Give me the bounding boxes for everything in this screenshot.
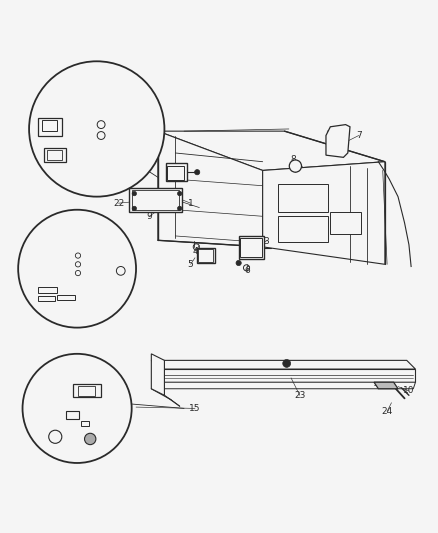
Circle shape [236, 261, 241, 265]
Bar [73, 384, 101, 398]
Circle shape [132, 206, 137, 211]
Text: 21: 21 [56, 148, 67, 157]
Circle shape [177, 206, 182, 211]
Polygon shape [153, 382, 416, 389]
Circle shape [22, 354, 132, 463]
Bar [198, 249, 213, 262]
Text: 6: 6 [244, 266, 250, 276]
Polygon shape [151, 360, 416, 369]
Bar [330, 212, 361, 234]
Bar [46, 150, 62, 159]
Bar [57, 295, 75, 300]
Bar [42, 120, 57, 131]
Text: 25: 25 [81, 308, 91, 317]
Circle shape [85, 433, 96, 445]
Circle shape [194, 169, 200, 175]
Polygon shape [158, 131, 263, 247]
Text: 7: 7 [356, 131, 362, 140]
Bar [197, 248, 215, 263]
Text: 10: 10 [403, 386, 415, 395]
Bar [44, 148, 66, 161]
Text: 2: 2 [249, 251, 254, 260]
Bar [130, 188, 182, 212]
Polygon shape [374, 382, 398, 389]
Polygon shape [326, 125, 350, 157]
Bar [278, 183, 328, 212]
Text: 4: 4 [192, 247, 198, 256]
Circle shape [289, 160, 301, 172]
Polygon shape [263, 161, 385, 264]
Text: 22: 22 [113, 199, 124, 208]
Bar [38, 287, 57, 293]
Bar [167, 166, 184, 180]
Circle shape [132, 191, 137, 196]
Bar [278, 216, 328, 243]
Bar [38, 296, 55, 302]
Text: 18: 18 [65, 120, 76, 129]
Circle shape [29, 61, 164, 197]
Text: 15: 15 [189, 404, 201, 413]
Text: 3: 3 [263, 237, 269, 246]
Text: 5: 5 [188, 260, 194, 269]
Text: 24: 24 [381, 407, 393, 416]
Bar [132, 190, 179, 210]
Text: 18: 18 [56, 120, 67, 129]
Bar [240, 238, 262, 257]
Polygon shape [158, 131, 385, 171]
Bar [38, 118, 62, 135]
Text: 21: 21 [65, 153, 76, 162]
Text: 25: 25 [111, 281, 122, 290]
Bar [81, 422, 89, 426]
Polygon shape [151, 354, 164, 395]
Circle shape [18, 210, 136, 328]
Circle shape [177, 191, 182, 196]
Polygon shape [155, 369, 416, 382]
Bar [239, 236, 264, 259]
Bar [66, 411, 79, 419]
Text: 8: 8 [290, 155, 296, 164]
Circle shape [283, 359, 290, 367]
Bar [166, 163, 187, 181]
Text: 9: 9 [146, 212, 152, 221]
Text: 1: 1 [188, 199, 194, 208]
Text: 23: 23 [294, 391, 305, 400]
Bar [78, 386, 95, 396]
